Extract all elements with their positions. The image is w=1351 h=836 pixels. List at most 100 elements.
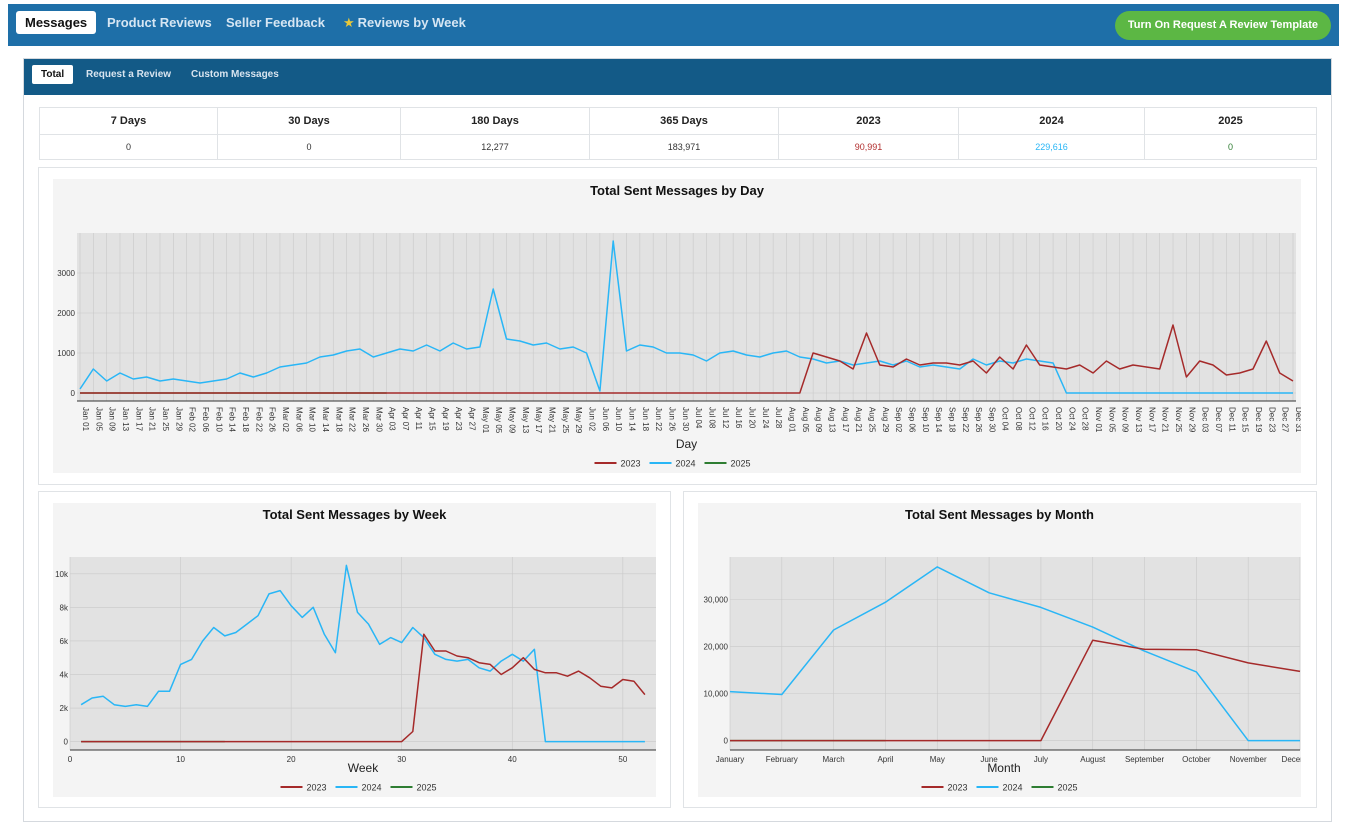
- tab-product-reviews[interactable]: Product Reviews: [107, 15, 212, 30]
- tab-total[interactable]: Total: [32, 65, 74, 84]
- stat-label: 30 Days: [218, 108, 400, 135]
- tab-messages[interactable]: Messages: [16, 11, 97, 34]
- x-tick-label: Nov 13: [1134, 407, 1143, 433]
- plot-area: [730, 557, 1300, 750]
- legend-label: 2023: [621, 459, 641, 469]
- x-tick-label: Sep 22: [961, 407, 970, 433]
- turn-on-review-template-button[interactable]: Turn On Request A Review Template: [1114, 11, 1331, 40]
- x-tick-label: May: [930, 755, 945, 764]
- x-tick-label: Jul 16: [734, 407, 743, 429]
- tab-request-a-review[interactable]: Request a Review: [86, 69, 172, 80]
- x-tick-label: May 17: [534, 407, 543, 434]
- x-tick-label: Dec 19: [1254, 407, 1263, 433]
- x-tick-label: Mar 18: [334, 407, 343, 432]
- tab-reviews-by-week[interactable]: ★ Reviews by Week: [334, 11, 475, 34]
- stat-label: 365 Days: [590, 108, 778, 135]
- legend-label: 2024: [1003, 783, 1023, 793]
- stat-value: 0: [125, 142, 131, 152]
- x-tick-label: May 09: [508, 407, 517, 434]
- x-tick-label: Nov 25: [1174, 407, 1183, 433]
- x-tick-label: Nov 01: [1094, 407, 1103, 433]
- day-chart-panel: Total Sent Messages by Day Jan 01 Jan 05 J…: [53, 179, 1301, 473]
- x-tick-label: Feb 26: [268, 407, 277, 432]
- week-chart-card: Total Sent Messages by Week 0 10 20 30 40 50 0…: [38, 491, 671, 808]
- y-tick-label: 10,000: [704, 690, 729, 699]
- stat-value: 90,991: [854, 142, 883, 152]
- y-tick-label: 4k: [60, 670, 69, 679]
- x-tick-label: Jul 20: [747, 407, 756, 429]
- x-tick-label: Feb 22: [254, 407, 263, 432]
- x-tick-label: Apr 07: [401, 407, 410, 431]
- stat-7-days: 7 Days 0: [40, 108, 218, 159]
- day-chart: Jan 01 Jan 05 Jan 09 Jan 13 Jan 17 Jan 21 Jan …: [57, 233, 1301, 469]
- x-tick-label: December: [1282, 755, 1301, 764]
- stat-value: 0: [1227, 142, 1233, 152]
- x-tick-label: May 25: [561, 407, 570, 434]
- legend-label: 2023: [307, 783, 327, 793]
- x-tick-label: Sep 30: [987, 407, 996, 433]
- tab-seller-feedback[interactable]: Seller Feedback: [226, 15, 325, 30]
- x-tick-label: Sep 06: [907, 407, 916, 433]
- x-tick-label: Nov 05: [1107, 407, 1116, 433]
- y-tick-label: 6k: [60, 637, 69, 646]
- x-tick-label: Oct 04: [1001, 407, 1010, 431]
- legend-label: 2024: [362, 783, 382, 793]
- x-tick-label: Dec 11: [1227, 407, 1236, 432]
- x-tick-label: Jul 24: [761, 407, 770, 429]
- x-tick-label: 0: [68, 755, 73, 764]
- x-tick-label: January: [716, 755, 744, 764]
- x-tick-label: Aug 21: [854, 407, 863, 433]
- x-tick-label: Nov 21: [1161, 407, 1170, 433]
- day-chart-card: Total Sent Messages by Day Jan 01 Jan 05 J…: [38, 167, 1317, 485]
- y-tick-label: 3000: [57, 269, 75, 278]
- x-tick-label: Jun 02: [588, 407, 597, 432]
- x-tick-label: Jun 14: [628, 407, 637, 432]
- star-icon: ★: [343, 15, 355, 30]
- x-tick-label: Jun 06: [601, 407, 610, 432]
- x-tick-label: Aug 09: [814, 407, 823, 433]
- x-tick-label: Mar 14: [321, 407, 330, 432]
- x-tick-label: 30: [397, 755, 406, 764]
- x-tick-label: Sep 10: [921, 407, 930, 433]
- y-tick-label: 0: [64, 738, 69, 747]
- tab-custom-messages[interactable]: Custom Messages: [191, 69, 279, 80]
- x-tick-label: Aug 25: [867, 407, 876, 433]
- x-tick-label: Sep 14: [934, 407, 943, 433]
- x-tick-label: Aug 05: [801, 407, 810, 433]
- x-tick-label: May 29: [574, 407, 583, 434]
- stat-label: 2024: [959, 108, 1144, 135]
- x-tick-label: Dec 03: [1201, 407, 1210, 433]
- stat-value: 0: [306, 142, 312, 152]
- x-tick-label: Aug 29: [881, 407, 890, 433]
- x-tick-label: November: [1230, 755, 1267, 764]
- stat-value: 12,277: [481, 142, 509, 152]
- x-tick-label: Feb 10: [214, 407, 223, 432]
- x-tick-label: Oct 08: [1014, 407, 1023, 431]
- x-tick-label: Jan 21: [148, 407, 157, 432]
- x-tick-label: May 05: [494, 407, 503, 434]
- y-tick-label: 2k: [60, 704, 69, 713]
- legend-label: 2025: [1058, 783, 1078, 793]
- x-tick-label: May 13: [521, 407, 530, 434]
- x-tick-label: Oct 12: [1027, 407, 1036, 431]
- x-tick-label: Apr 11: [414, 407, 423, 431]
- stats-table: 7 Days 0 30 Days 0 180 Days 12,277 365 D…: [39, 107, 1317, 160]
- x-tick-label: September: [1125, 755, 1164, 764]
- y-tick-label: 8k: [60, 603, 69, 612]
- stat-label: 180 Days: [401, 108, 589, 135]
- x-tick-label: 10: [176, 755, 185, 764]
- x-tick-label: Oct 28: [1081, 407, 1090, 431]
- x-tick-label: Dec 27: [1281, 407, 1290, 433]
- x-tick-label: Nov 17: [1147, 407, 1156, 433]
- x-tick-label: Aug 17: [841, 407, 850, 433]
- series-line-2023: [80, 324, 1294, 394]
- x-tick-label: Dec 31: [1294, 407, 1301, 433]
- stat-2024: 2024 229,616: [959, 108, 1145, 159]
- stat-2023: 2023 90,991: [779, 108, 959, 159]
- x-tick-label: Mar 06: [294, 407, 303, 432]
- legend-label: 2024: [676, 459, 696, 469]
- tab-reviews-by-week-label: Reviews by Week: [357, 15, 466, 30]
- x-tick-label: 40: [508, 755, 517, 764]
- y-tick-label: 10k: [55, 570, 69, 579]
- top-nav-bar: Messages Product Reviews Seller Feedback…: [8, 4, 1339, 46]
